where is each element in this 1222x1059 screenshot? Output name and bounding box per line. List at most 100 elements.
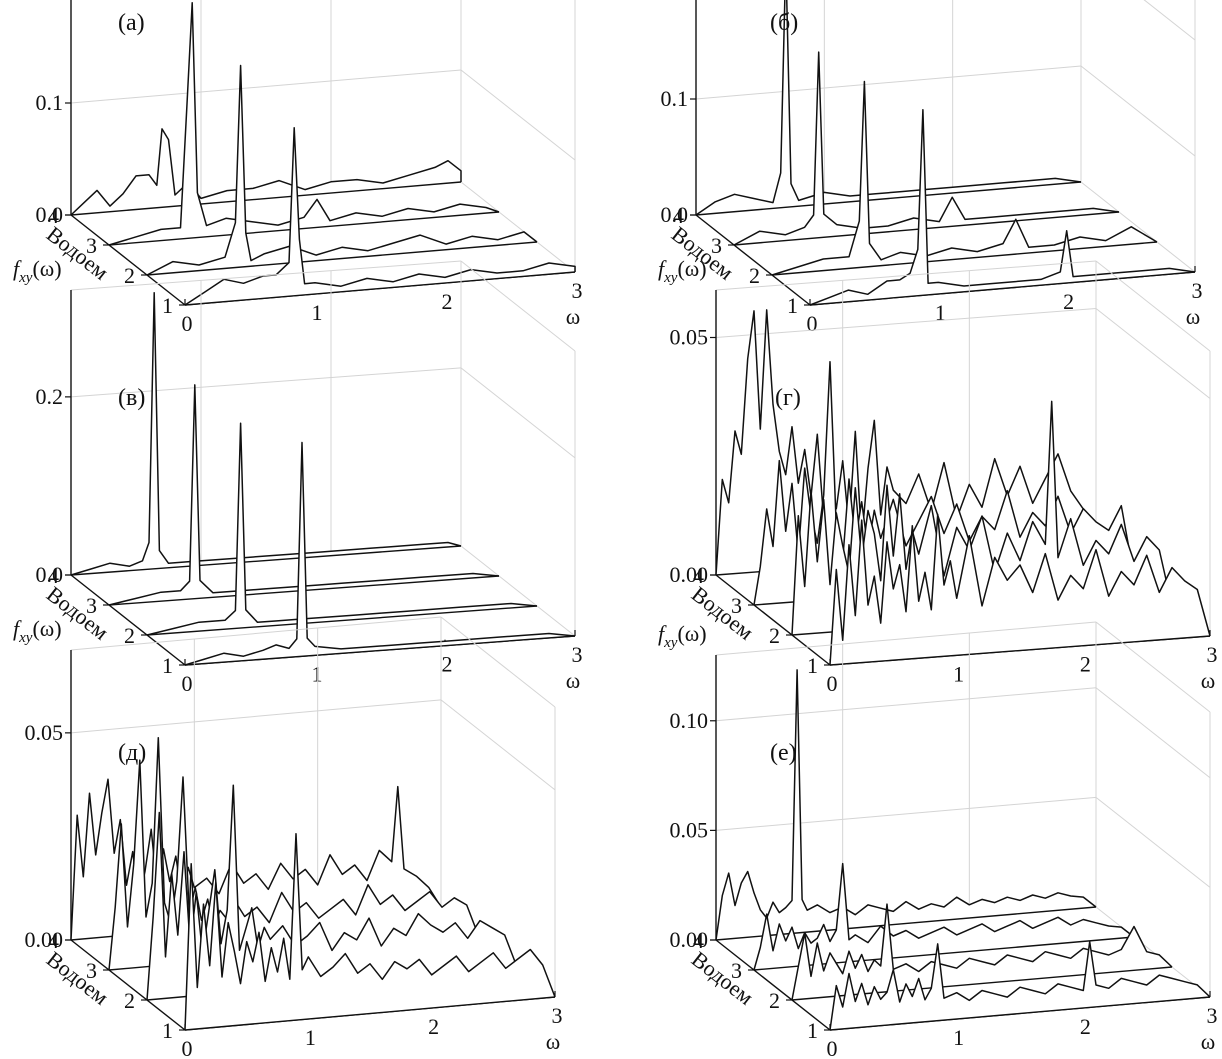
series-line-3	[733, 51, 1120, 246]
x-tick-label: 3	[572, 278, 583, 303]
x-tick-label: 3	[572, 642, 583, 667]
x-tick-label: 2	[1063, 289, 1074, 314]
y-tick-label: 0.05	[670, 817, 709, 842]
series-tick-label: 3	[711, 233, 722, 258]
x-tick-label: 0	[827, 671, 838, 696]
series-tick-label: 3	[86, 593, 97, 618]
panel-label: (д)	[118, 740, 146, 766]
y-tick-label: 0.05	[670, 325, 709, 350]
series-tick-label: 4	[48, 563, 59, 588]
y-tick-label: 0.0	[36, 202, 64, 227]
series-line-1	[809, 108, 1196, 306]
series-baseline-1	[184, 271, 576, 306]
x-tick-label: 0	[182, 1036, 193, 1059]
grid-line	[1095, 906, 1211, 998]
panel-label: (г)	[775, 385, 801, 411]
series-line-2	[146, 784, 518, 1001]
grid-line	[460, 545, 576, 637]
y-tick-label: 0.00	[670, 562, 709, 587]
grid-line	[1095, 621, 1211, 713]
grid-line	[70, 69, 462, 104]
series-baseline-1	[184, 635, 576, 666]
x-tick-label: 3	[1207, 1003, 1218, 1028]
x-tick-label: 1	[953, 1025, 964, 1050]
x-tick-label: 1	[312, 661, 323, 686]
y-tick-label: 0.2	[36, 384, 64, 409]
y-axis-label: fxy(ω)	[658, 621, 707, 651]
y-tick-label: 0.00	[670, 927, 709, 952]
x-axis-label: ω	[1201, 1029, 1215, 1054]
series-tick-label: 1	[162, 1018, 173, 1043]
series-tick-label: 4	[48, 928, 59, 953]
series-baseline-1	[829, 635, 1211, 666]
series-tick-label: 1	[807, 653, 818, 678]
series-line-3	[753, 862, 1135, 971]
x-axis-label: ω	[546, 1029, 560, 1054]
series-tick-label: 3	[86, 958, 97, 983]
series-tick-label: 2	[124, 623, 135, 648]
x-tick-label: 3	[1192, 278, 1203, 303]
grid-line	[70, 616, 442, 651]
x-tick-label: 2	[442, 289, 453, 314]
series-line-1	[184, 832, 556, 1031]
series-line-1	[184, 441, 576, 666]
grid-line	[70, 367, 462, 398]
series-tick-label: 4	[693, 928, 704, 953]
panel-label: (б)	[770, 10, 798, 36]
series-line-2	[146, 64, 538, 276]
y-tick-label: 0.1	[661, 86, 689, 111]
grid-line	[695, 65, 1082, 100]
series-line-1	[184, 127, 576, 306]
x-tick-label: 1	[312, 300, 323, 325]
series-tick-label: 2	[124, 988, 135, 1013]
grid-line	[1095, 308, 1211, 399]
series-baseline-3	[108, 211, 500, 246]
grid-line	[1095, 687, 1211, 779]
x-tick-label: 2	[1080, 1014, 1091, 1039]
series-line-4	[70, 291, 462, 576]
y-axis-label: fxy(ω)	[658, 256, 707, 286]
series-baseline-1	[809, 271, 1196, 306]
y-axis-label: fxy(ω)	[13, 616, 62, 646]
x-tick-label: 0	[182, 311, 193, 336]
grid-line	[1080, 65, 1196, 157]
grid-line	[460, 181, 576, 273]
y-axis-label: fxy(ω)	[13, 256, 62, 286]
x-tick-label: 0	[807, 311, 818, 336]
series-baseline-1	[829, 996, 1211, 1031]
grid-line	[715, 687, 1097, 722]
grid-line	[1095, 796, 1211, 888]
y-tick-label: 0.0	[36, 562, 64, 587]
series-tick-label: 2	[769, 623, 780, 648]
y-tick-label: 0.1	[36, 90, 64, 115]
series-axis	[70, 574, 186, 666]
series-tick-label: 3	[86, 233, 97, 258]
panel-label: (е)	[770, 740, 797, 766]
series-baseline-1	[184, 996, 556, 1031]
series-line-4	[715, 669, 1097, 941]
series-axis-label: Водоем	[687, 946, 759, 1010]
y-tick-label: 0.10	[670, 708, 709, 733]
y-tick-label: 0.05	[25, 720, 64, 745]
series-line-4	[695, 0, 1082, 216]
series-tick-label: 1	[787, 293, 798, 318]
grid-line	[1080, 181, 1196, 273]
series-axis-label: Водоем	[42, 946, 114, 1010]
x-tick-label: 0	[182, 671, 193, 696]
series-line-3	[108, 2, 500, 246]
series-line-3	[108, 384, 500, 606]
series-baseline-2	[771, 241, 1158, 276]
series-tick-label: 1	[807, 1018, 818, 1043]
x-tick-label: 3	[1207, 642, 1218, 667]
series-line-4	[70, 128, 462, 216]
x-tick-label: 1	[305, 1025, 316, 1050]
series-baseline-2	[146, 241, 538, 276]
series-axis	[695, 214, 811, 306]
panel-label: (в)	[118, 385, 145, 411]
